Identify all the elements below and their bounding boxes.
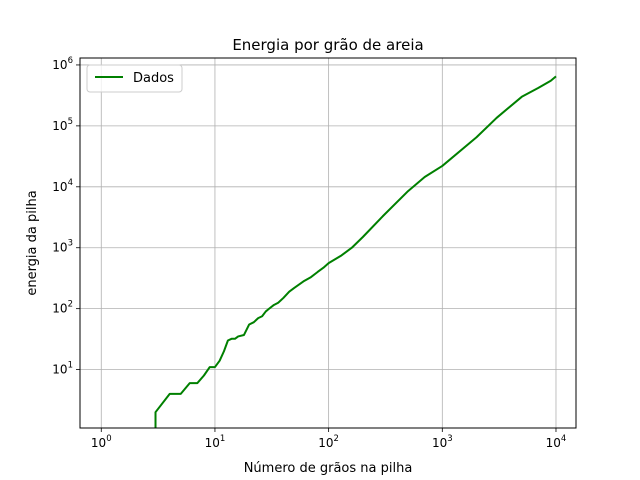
legend: Dados bbox=[86, 64, 183, 93]
y-tick-label: 103 bbox=[52, 239, 73, 255]
series-line-dados bbox=[154, 75, 557, 428]
y-tick-label: 106 bbox=[52, 56, 73, 72]
x-tick-label: 101 bbox=[205, 434, 226, 450]
legend-box bbox=[86, 64, 183, 93]
grid bbox=[80, 58, 576, 428]
x-tick-label: 100 bbox=[91, 434, 112, 450]
legend-label-dados: Dados bbox=[133, 71, 174, 86]
chart-title: Energia por grão de areia bbox=[232, 36, 423, 54]
y-tick-label: 101 bbox=[52, 361, 73, 377]
axis-ticks: 100 101 102 103 104 101 102 103 104 105 106 bbox=[52, 56, 566, 450]
y-tick-label: 104 bbox=[52, 178, 73, 194]
axes-frame bbox=[79, 57, 577, 429]
x-axis-label: Número de grãos na pilha bbox=[244, 461, 413, 476]
y-axis-label: energia da pilha bbox=[25, 190, 40, 295]
x-tick-label: 104 bbox=[546, 434, 567, 450]
y-tick-label: 105 bbox=[52, 117, 73, 133]
y-tick-label: 102 bbox=[52, 300, 73, 316]
x-tick-label: 103 bbox=[432, 434, 453, 450]
plot-series bbox=[154, 75, 557, 428]
x-tick-label: 102 bbox=[318, 434, 339, 450]
